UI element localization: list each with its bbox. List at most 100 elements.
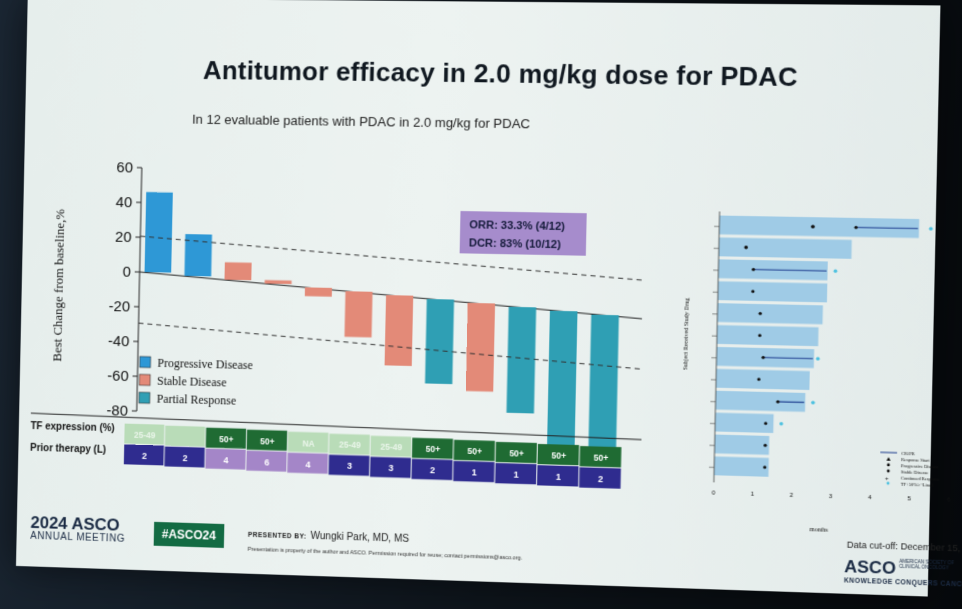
prior-cell [537,465,579,487]
legend-symbol-dot [886,469,890,473]
hashtag-badge: #ASCO24 [153,521,225,548]
prior-cell [495,463,537,485]
prior-cell-label: 3 [347,461,352,471]
swimmer-bar [715,368,810,391]
swimmer-bar [717,281,828,303]
prior-cell-label: 2 [598,474,603,484]
tf-cell-label: 50+ [593,452,608,463]
prior-cell [205,448,246,470]
legend-symbol-plus: + [885,476,889,482]
swimmer-x-tick: 3 [829,494,833,500]
tf-cell-label: 50+ [260,436,275,446]
legend-swatch-sd [139,374,150,385]
bar-patient-7 [384,295,414,367]
prior-cell-label: 3 [388,463,393,473]
swimmer-bar [714,412,774,434]
swimmer-x-tick: 1 [751,492,755,498]
prior-cell [164,446,205,468]
presented-by-label: PRESENTED BY: [247,531,307,541]
bar-patient-6 [344,291,373,338]
tf-cell [329,433,370,455]
y-axis-label: Best Change from baseline,% [50,208,67,361]
prior-cell [579,467,621,489]
prior-cell [369,456,411,479]
tf-cell [287,431,328,452]
legend: Progressive Disease Stable Disease Parti… [139,355,253,408]
swimmer-bar [713,456,769,477]
tf-cell [579,445,622,468]
continued-marker [928,226,933,231]
swimmer-bar [718,259,828,281]
tf-cell-label: 50+ [509,448,524,459]
prior-cell [287,452,328,473]
bar-patient-1 [144,192,173,273]
tf-cell-label: 25-49 [134,430,156,441]
swimmer-legend-label: Continued Response [901,475,940,481]
summary-box: ORR: 33.3% (4/12) DCR: 83% (10/12) [459,211,587,256]
bar-patient-11 [546,310,578,450]
y-tick-label: -20 [109,299,131,315]
legend-label-pr: Partial Response [157,392,237,408]
swimmer-x-tick: 5 [907,496,911,502]
y-tick-label: 60 [116,160,133,176]
swimmer-x-tick: 0 [712,490,716,496]
bar-patient-4 [264,280,292,285]
tf-cell [124,423,165,445]
presentation-slide: Antitumor efficacy in 2.0 mg/kg dose for… [15,0,962,597]
tf-cell-label: NA [302,438,314,448]
tf-cell-label: 50+ [467,446,482,457]
prior-cell [246,451,287,472]
prior-cell [123,444,164,466]
swimmer-bar [719,215,920,239]
swimmer-bar [717,303,823,325]
tf-cell-label: 25-49 [339,440,361,451]
tf-cell [495,441,537,464]
tf-cell [370,435,412,457]
legend-symbol-dot [886,463,890,467]
tf-cell [247,430,288,451]
legend-label-pd: Progressive Disease [157,356,253,372]
tf-expression-label: TF expression (%) [30,421,114,434]
y-tick-label: 40 [116,195,133,211]
continued-marker [833,269,838,273]
tf-cell [164,425,206,447]
bar-patient-5 [304,287,332,297]
tf-cell-label: 50+ [219,434,234,444]
swimmer-bar [718,237,852,259]
swimmer-x-tick: 4 [868,495,872,501]
prior-cell-label: 2 [182,453,187,463]
y-tick-label: -40 [108,334,130,350]
prior-cell-label: 2 [430,465,435,475]
bar-patient-3 [225,262,253,281]
tf-cell-label: 50+ [551,450,566,461]
y-tick-label: 0 [122,265,131,281]
legend-swatch-pr [139,392,150,403]
prior-therapy-label: Prior therapy (L) [30,443,106,456]
prior-cell-label: 1 [472,467,477,477]
bar-patient-9 [465,302,496,392]
prior-cell-label: 1 [514,470,519,480]
swimmer-x-label: months [809,527,828,534]
bar-patient-10 [506,306,537,414]
bar-patient-2 [184,234,213,277]
prior-cell [453,460,495,483]
swimmer-legend-label: Stable Disease [901,469,929,475]
legend-symbol-triangle [886,457,891,461]
tf-cell-label: 50+ [426,444,441,455]
continued-marker [779,421,784,426]
swimmer-plot: Subject Received Study Drug 0 1 2 3 4 5 6 mont… [683,0,951,534]
continued-marker [811,400,815,405]
tf-cell-label: 25-49 [380,442,402,453]
prior-cell-label: 4 [306,459,311,469]
bar-patient-8 [425,298,455,385]
swimmer-bar [715,390,806,412]
y-tick-label: -60 [107,368,129,385]
tf-cell [205,427,247,449]
response-line [778,402,804,403]
asco-logo: ASCO AMERICAN SOCIETY OF CLINICAL ONCOLOGY… [844,557,962,589]
prior-cell [328,454,370,476]
swimmer-legend-label: Response Start [901,457,930,463]
asco-logo-text: ASCO [844,556,897,579]
dcr-text: DCR: 83% (10/12) [469,237,562,251]
tf-cell [411,437,454,459]
